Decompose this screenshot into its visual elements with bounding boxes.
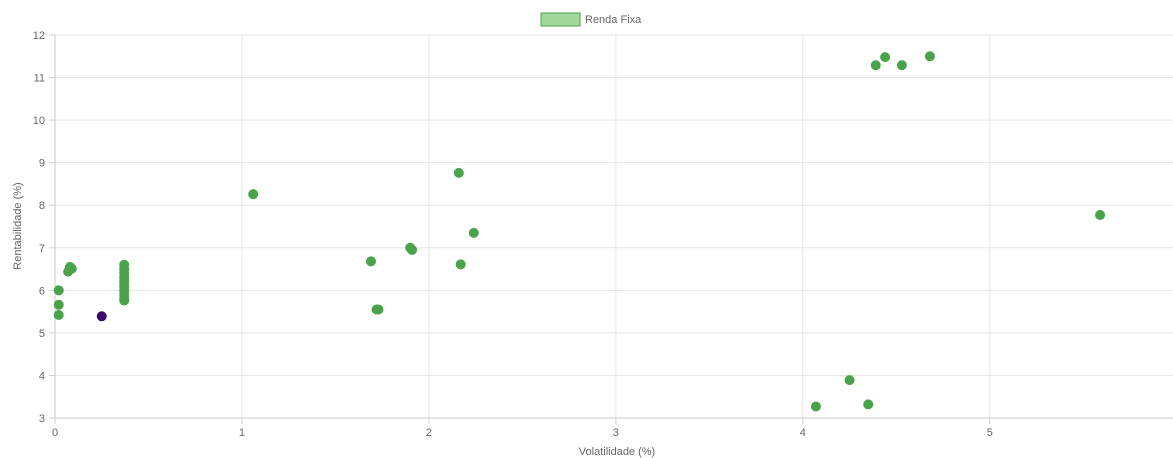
x-tick-label-2: 2 [426,427,432,439]
axes [49,34,1173,424]
y-tick-label-5: 5 [39,328,45,340]
x-tick-label-4: 4 [800,427,806,439]
data-point-s0-1 [53,299,64,310]
data-points [53,51,1106,412]
data-point-s0-19 [373,304,384,315]
y-tick-label-7: 7 [39,243,45,255]
data-point-s0-15 [119,295,130,306]
data-point-s1-0 [96,311,107,322]
data-point-s0-25 [810,401,821,412]
data-point-s0-0 [53,285,64,296]
grid-lines [54,34,1173,419]
y-tick-label-11: 11 [34,73,45,85]
data-point-s0-21 [407,244,418,255]
legend[interactable]: Renda Fixa [540,12,642,27]
data-point-s0-26 [844,375,855,386]
data-point-s0-27 [863,399,874,410]
x-tick-label-3: 3 [613,427,619,439]
data-point-s0-32 [1095,210,1106,221]
y-tick-label-6: 6 [39,285,45,297]
legend-label-renda-fixa[interactable]: Renda Fixa [585,14,642,26]
data-point-s0-31 [924,51,935,62]
x-axis-title: Volatilidade (%) [579,446,655,458]
x-tick-label-1: 1 [239,427,245,439]
data-point-s0-30 [896,60,907,71]
y-tick-label-12: 12 [33,30,45,42]
y-tick-label-8: 8 [39,200,45,212]
x-tick-label-5: 5 [987,427,993,439]
x-tick-label-0: 0 [52,427,58,439]
data-point-s0-17 [365,256,376,267]
data-point-s0-22 [453,167,464,178]
data-point-s0-16 [248,189,259,200]
y-tick-label-9: 9 [39,158,45,170]
y-tick-label-3: 3 [39,413,45,425]
data-point-s0-28 [870,60,881,71]
data-point-s0-2 [53,310,64,321]
data-point-s0-5 [66,263,77,274]
y-axis-title: Rentabilidade (%) [12,182,24,269]
data-point-s0-29 [880,52,891,63]
y-tick-label-4: 4 [39,370,45,382]
data-point-s0-24 [468,227,479,238]
y-tick-label-10: 10 [33,115,45,127]
data-point-s0-23 [455,259,466,270]
legend-swatch-renda-fixa[interactable] [540,12,581,27]
